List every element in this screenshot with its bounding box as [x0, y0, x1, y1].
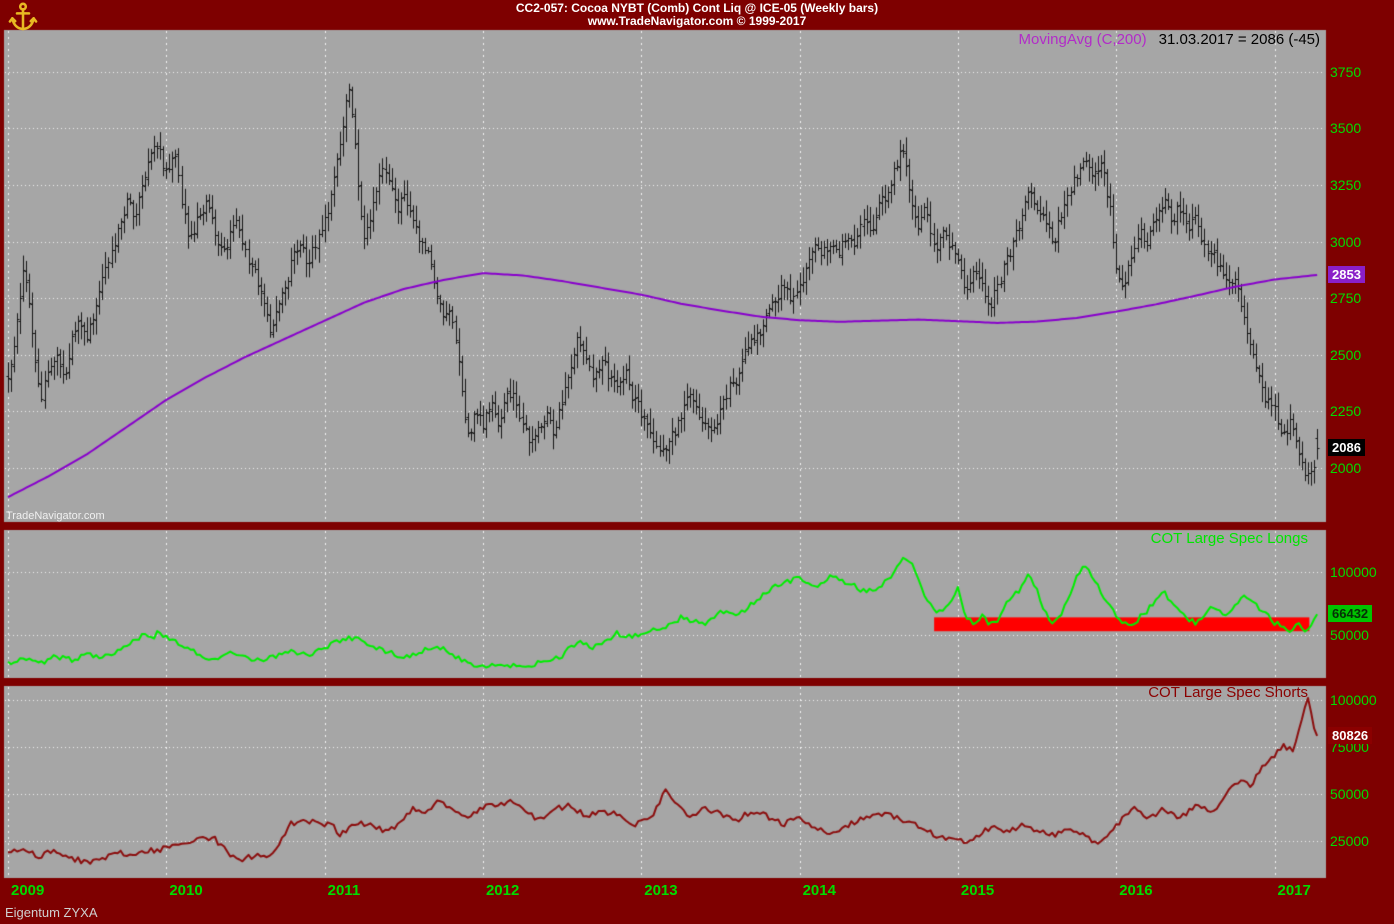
y-axis-tick-label: 2500 [1330, 346, 1362, 363]
x-axis-year-label: 2017 [1277, 882, 1311, 899]
x-axis-year-label: 2014 [802, 882, 836, 899]
x-axis-year-label: 2013 [644, 882, 678, 899]
anchor-icon [7, 1, 39, 33]
ma-legend: MovingAvg (C,200) 31.03.2017 = 2086 (-45… [1019, 31, 1321, 48]
y-axis-tick-label: 3000 [1330, 233, 1362, 250]
x-axis-year-label: 2009 [11, 882, 45, 899]
y-axis-tick-label: 50000 [1330, 785, 1369, 802]
x-axis-year-label: 2011 [327, 882, 361, 899]
footer-text: Eigentum ZYXA [5, 905, 98, 920]
y-axis-tick-label: 100000 [1330, 691, 1377, 708]
y-axis-tick-label: 100000 [1330, 563, 1377, 580]
cot-shorts-value-badge: 80826 [1328, 726, 1373, 744]
ma-legend-label: MovingAvg (C,200) [1018, 31, 1147, 48]
y-axis-tick-label: 2000 [1330, 459, 1362, 476]
x-axis-year-label: 2016 [1119, 882, 1153, 899]
y-axis-tick-label: 3750 [1330, 63, 1362, 80]
y-axis-tick-label: 2750 [1330, 290, 1362, 307]
y-axis-tick-label: 3500 [1330, 120, 1362, 137]
cot-longs-value-badge: 66432 [1328, 605, 1373, 623]
x-axis-year-label: 2015 [960, 882, 995, 899]
watermark-text: TradeNavigator.com [6, 510, 105, 522]
x-axis-year-label: 2010 [169, 882, 203, 899]
y-axis-tick-label: 25000 [1330, 832, 1369, 849]
cot-longs-panel-title: COT Large Spec Longs [1150, 530, 1308, 547]
ma-legend-value: 31.03.2017 = 2086 (-45) [1158, 31, 1320, 48]
y-axis-tick-label: 2250 [1330, 403, 1362, 420]
last-price-badge: 2086 [1328, 439, 1365, 457]
x-axis-year-label: 2012 [485, 882, 520, 899]
y-axis-tick-label: 3250 [1330, 176, 1362, 193]
cot-shorts-panel-title: COT Large Spec Shorts [1148, 684, 1308, 701]
ma-value-badge: 2853 [1328, 265, 1365, 283]
y-axis-tick-label: 50000 [1330, 627, 1369, 643]
